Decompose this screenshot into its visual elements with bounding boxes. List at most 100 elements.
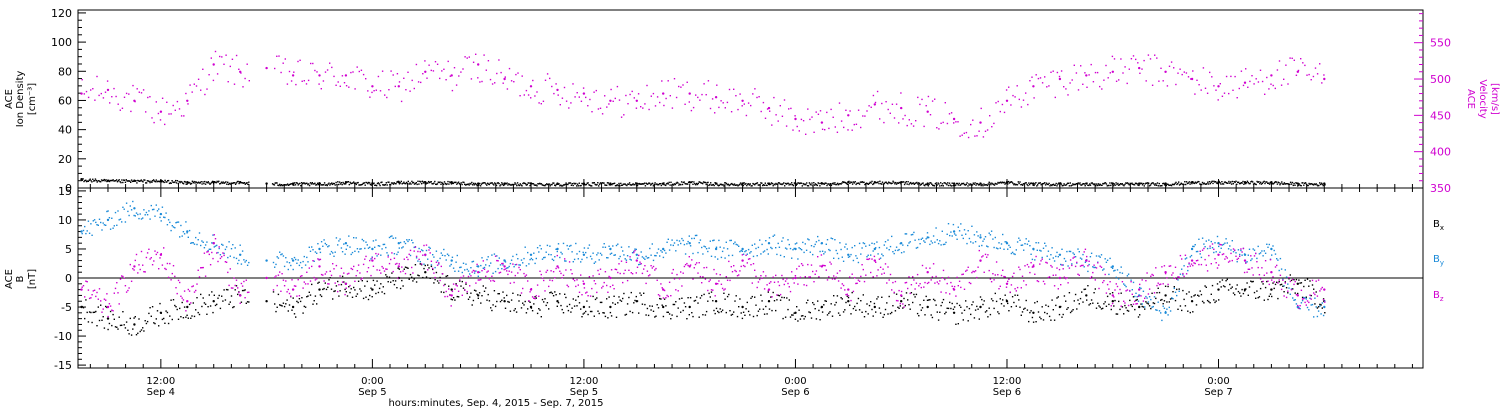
density-point bbox=[986, 184, 989, 187]
bx-point bbox=[506, 294, 508, 297]
velocity-point bbox=[777, 120, 779, 122]
velocity-point bbox=[940, 122, 942, 124]
by-point bbox=[698, 242, 700, 244]
density-point bbox=[1029, 182, 1032, 184]
velocity-point bbox=[142, 89, 145, 91]
bx-point bbox=[730, 314, 732, 316]
bx-point bbox=[1151, 292, 1153, 294]
density-point bbox=[634, 183, 636, 186]
by-point bbox=[916, 246, 919, 249]
by-point bbox=[87, 220, 90, 222]
bz-point bbox=[397, 277, 399, 279]
by-point bbox=[688, 235, 690, 237]
velocity-point bbox=[1170, 61, 1173, 63]
density-point bbox=[1284, 183, 1286, 185]
bx-point bbox=[1125, 307, 1127, 309]
bz-point bbox=[106, 293, 108, 295]
by-sample-point bbox=[529, 253, 533, 256]
density-point bbox=[463, 181, 465, 184]
by-point bbox=[1166, 308, 1168, 310]
bx-point bbox=[508, 301, 510, 303]
by-point bbox=[576, 253, 578, 255]
velocity-point bbox=[1005, 89, 1008, 91]
density-point bbox=[1230, 183, 1233, 185]
bz-point bbox=[122, 275, 124, 278]
bz-point bbox=[224, 261, 227, 263]
velocity-point bbox=[301, 80, 303, 82]
density-point bbox=[1179, 183, 1182, 185]
density-point bbox=[105, 179, 107, 181]
bx-point bbox=[198, 313, 201, 316]
velocity-point bbox=[1147, 54, 1150, 56]
bz-point bbox=[332, 263, 334, 265]
velocity-point bbox=[1151, 84, 1154, 86]
bx-point bbox=[847, 296, 850, 299]
by-point bbox=[1285, 276, 1288, 278]
bz-point bbox=[445, 290, 447, 293]
by-point bbox=[361, 238, 363, 241]
bz-point bbox=[351, 268, 354, 271]
by-point bbox=[905, 233, 908, 235]
velocity-point bbox=[168, 113, 170, 115]
bx-point bbox=[381, 291, 383, 293]
by-point bbox=[329, 253, 331, 255]
density-point bbox=[241, 182, 244, 184]
bx-point bbox=[433, 282, 435, 284]
bz-point bbox=[438, 262, 440, 264]
bx-point bbox=[1090, 299, 1093, 301]
density-point bbox=[526, 183, 528, 186]
bx-point bbox=[188, 303, 191, 306]
bx-point bbox=[1166, 301, 1168, 303]
bx-point bbox=[718, 311, 720, 314]
by-point bbox=[1023, 249, 1025, 251]
bx-point bbox=[523, 304, 525, 306]
bx-point bbox=[746, 301, 748, 304]
density-point bbox=[83, 180, 85, 183]
density-point bbox=[304, 183, 306, 185]
bx-point bbox=[493, 290, 496, 292]
bz-point bbox=[652, 265, 655, 268]
density-tick-label: 120 bbox=[51, 7, 72, 20]
density-point bbox=[1282, 183, 1285, 185]
velocity-point bbox=[817, 113, 820, 115]
bx-point bbox=[1309, 280, 1311, 282]
velocity-point bbox=[1092, 81, 1095, 83]
bz-point bbox=[357, 264, 360, 266]
bz-point bbox=[550, 270, 552, 272]
bz-point bbox=[124, 285, 127, 287]
density-point bbox=[1221, 181, 1223, 183]
by-point bbox=[175, 222, 177, 224]
bx-point bbox=[751, 295, 753, 298]
by-sample-point bbox=[186, 230, 189, 233]
bx-point bbox=[620, 300, 623, 302]
by-point bbox=[659, 255, 661, 257]
density-point bbox=[851, 183, 854, 185]
bz-point bbox=[544, 290, 546, 292]
bx-point bbox=[313, 300, 315, 302]
bz-point bbox=[446, 295, 449, 298]
velocity-point bbox=[957, 121, 959, 123]
density-point bbox=[362, 182, 365, 184]
velocity-point bbox=[90, 89, 92, 91]
density-point bbox=[316, 184, 318, 186]
density-point bbox=[588, 184, 590, 186]
velocity-point bbox=[398, 81, 401, 83]
bz-point bbox=[662, 297, 665, 299]
by-point bbox=[586, 256, 588, 259]
by-point bbox=[88, 232, 91, 234]
velocity-point bbox=[580, 100, 583, 102]
density-point bbox=[581, 182, 583, 185]
density-point bbox=[546, 183, 548, 185]
density-point bbox=[370, 184, 372, 186]
bx-point bbox=[1032, 321, 1035, 323]
by-sample-point bbox=[159, 212, 163, 216]
velocity-point bbox=[1107, 77, 1109, 79]
velocity-point bbox=[730, 111, 733, 113]
density-point bbox=[1088, 184, 1090, 187]
velocity-point bbox=[642, 107, 644, 109]
bx-point bbox=[1036, 300, 1038, 303]
bx-point bbox=[298, 298, 301, 300]
bz-point bbox=[82, 285, 85, 287]
velocity-point bbox=[620, 116, 623, 118]
by-point bbox=[870, 254, 872, 256]
